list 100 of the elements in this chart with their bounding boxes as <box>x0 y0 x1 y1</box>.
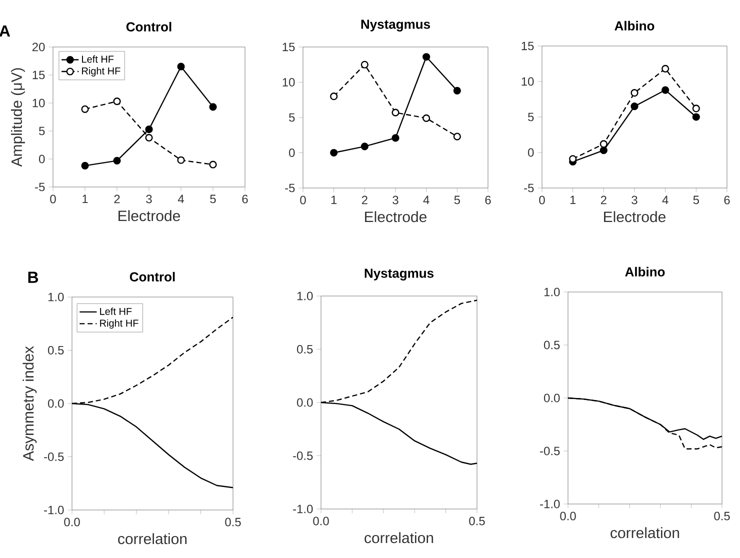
y-tick-label: 0 <box>528 148 534 157</box>
x-tick-label: 0.5 <box>714 512 730 520</box>
point <box>81 105 89 113</box>
point <box>113 98 121 106</box>
point <box>662 64 670 73</box>
y-tick-label: 10 <box>522 77 534 86</box>
y-tick-label: -0.5 <box>293 452 313 460</box>
y-tick-label: -1.0 <box>44 506 64 514</box>
point <box>422 114 430 122</box>
point <box>209 103 217 111</box>
y-tick-label: 0.0 <box>296 398 313 407</box>
chart-title: Nystagmus <box>364 268 434 280</box>
point <box>662 86 670 94</box>
point <box>692 104 700 112</box>
y-tick-label: 0.5 <box>48 346 64 354</box>
x-tick-label: 4 <box>423 196 430 204</box>
x-tick-label: 1 <box>82 194 88 204</box>
y-tick-label: -0.5 <box>540 446 560 456</box>
y-axis-title: Amplitude (μV) <box>11 68 25 167</box>
y-tick-label: 1.0 <box>544 288 560 296</box>
y-tick-label: 0 <box>38 154 45 164</box>
legend-label: Right HF <box>82 67 120 76</box>
point <box>630 102 638 110</box>
point <box>422 53 430 61</box>
point <box>360 60 368 68</box>
x-tick-label: 0.0 <box>64 518 80 526</box>
point <box>600 146 608 154</box>
point <box>453 132 461 140</box>
y-axis-title: Asymmetry index <box>22 346 37 461</box>
x-axis-title: Electrode <box>365 211 427 222</box>
chart-title: Nystagmus <box>361 20 430 32</box>
y-tick-label: 0.5 <box>544 340 560 350</box>
point <box>330 92 338 100</box>
point <box>630 89 638 97</box>
y-tick-label: 15 <box>522 42 534 50</box>
y-tick-label: 15 <box>32 70 45 80</box>
chart-title: Control <box>126 22 172 32</box>
point <box>145 134 153 142</box>
x-tick-label: 4 <box>178 194 184 204</box>
point <box>360 142 368 150</box>
x-tick-label: 6 <box>724 196 730 204</box>
x-axis-title: correlation <box>364 532 434 544</box>
y-tick-label: -1.0 <box>293 504 313 514</box>
y-tick-label: -0.5 <box>44 452 64 461</box>
point <box>145 126 153 134</box>
x-tick-label: 2 <box>600 196 606 204</box>
legend-label: Left HF <box>82 55 114 63</box>
y-tick-label: 5 <box>289 113 295 122</box>
y-tick-label: 0.5 <box>296 345 313 354</box>
point <box>209 160 217 168</box>
point <box>177 156 185 164</box>
x-tick-label: 5 <box>693 196 699 204</box>
x-tick-label: 2 <box>114 194 120 204</box>
y-tick-label: -5 <box>285 184 295 192</box>
x-tick-label: 6 <box>485 196 491 204</box>
chart-title: Albino <box>625 266 665 276</box>
point <box>113 156 121 164</box>
point <box>81 162 89 170</box>
legend-label: Right HF <box>100 319 138 329</box>
point <box>392 108 400 116</box>
x-tick-label: 3 <box>392 196 398 204</box>
x-tick-label: 5 <box>454 196 460 204</box>
y-tick-label: 15 <box>282 42 295 52</box>
x-axis-title: Electrode <box>118 210 180 222</box>
y-tick-label: -1.0 <box>540 500 560 508</box>
y-tick-label: 0.0 <box>544 394 560 402</box>
chart-title: Albino <box>614 20 654 30</box>
legend-label: Left HF <box>100 308 132 315</box>
x-tick-label: 1 <box>331 196 337 204</box>
x-tick-label: 0.0 <box>313 516 329 526</box>
text: B <box>28 272 38 283</box>
point <box>600 140 608 148</box>
y-tick-label: 5 <box>39 126 45 136</box>
y-tick-label: 1.0 <box>48 292 64 302</box>
x-tick-label: 0.5 <box>469 516 485 526</box>
point <box>453 86 461 95</box>
x-tick-label: 4 <box>662 196 668 204</box>
x-tick-label: 3 <box>146 194 152 204</box>
point <box>392 134 400 142</box>
x-tick-label: 3 <box>632 196 638 204</box>
x-tick-label: 5 <box>210 194 216 204</box>
x-axis-title: correlation <box>610 527 680 538</box>
y-tick-label: 0.0 <box>48 399 64 408</box>
x-tick-label: 0.0 <box>560 512 576 520</box>
y-tick-label: -5 <box>35 182 45 192</box>
y-tick-label: -5 <box>524 184 534 192</box>
point <box>330 148 338 157</box>
x-tick-label: 0.5 <box>225 518 241 526</box>
point <box>692 113 700 121</box>
y-tick-label: 5 <box>528 112 534 122</box>
y-tick-label: 10 <box>282 78 295 86</box>
y-tick-label: 0 <box>289 148 295 157</box>
x-tick-label: 1 <box>570 196 576 204</box>
y-tick-label: 10 <box>32 98 45 108</box>
chart-title: Control <box>130 272 175 282</box>
x-axis-title: correlation <box>118 533 187 544</box>
y-tick-label: 20 <box>32 42 45 52</box>
y-tick-label: 1.0 <box>297 292 313 300</box>
point <box>177 62 185 70</box>
x-tick-label: 6 <box>242 194 248 204</box>
